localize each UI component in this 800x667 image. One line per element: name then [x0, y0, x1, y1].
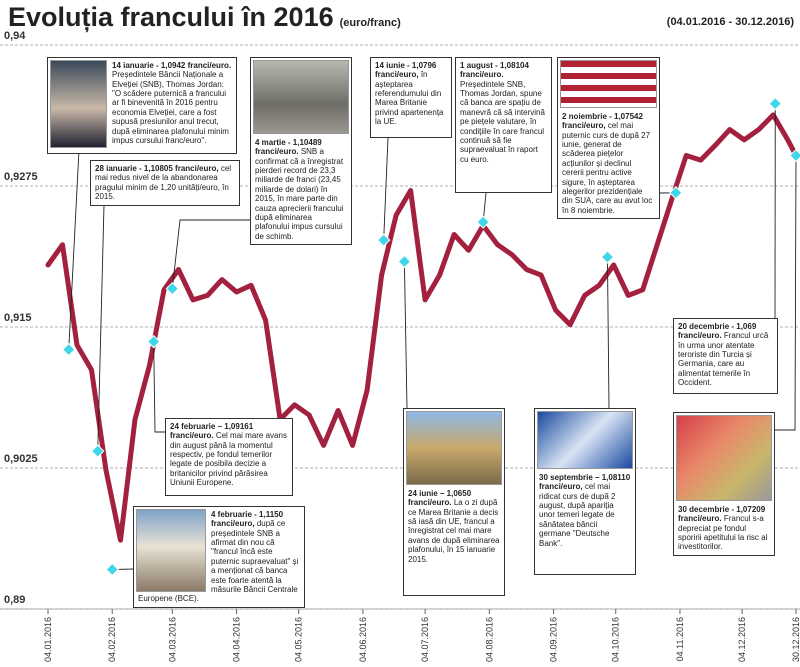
x-tick-label: 04.06.2016: [358, 617, 368, 662]
annotation-box: 30 septembrie – 1,08110 franci/euro, cel…: [534, 408, 636, 575]
annotation-text: SNB a confirmat că a înregistrat pierder…: [255, 147, 344, 241]
leader-line: [68, 149, 80, 350]
annotation-text: cel mai ridicat curs de după 2 august, d…: [539, 482, 616, 548]
leader-line: [482, 192, 487, 223]
annotation-text: cel mai redus nivel de la abandonarea pr…: [95, 164, 232, 202]
annotation-box: 28 ianuarie - 1,10805 franci/euro, cel m…: [90, 160, 240, 206]
annotation-photo: [50, 60, 107, 148]
annotation-heading: 20 decembrie - 1,069 franci/euro.: [678, 322, 757, 341]
annotation-heading: 4 februarie - 1,1150 franci/euro,: [211, 510, 284, 529]
annotation-box: 14 ianuarie - 1,0942 franci/euro. Președ…: [47, 57, 237, 154]
annotation-text: în așteptarea referendumului din Marea B…: [375, 70, 444, 127]
annotation-heading: 30 decembrie - 1,07209 franci/euro.: [678, 505, 766, 524]
annotation-box: 1 august - 1,08104 franci/euro. Președin…: [455, 57, 552, 193]
annotation-heading: 14 ianuarie - 1,0942 franci/euro.: [112, 61, 232, 70]
annotation-text: Cel mai mare avans din august până la mo…: [170, 431, 287, 488]
annotation-box: 30 decembrie - 1,07209 franci/euro. Fran…: [673, 412, 775, 556]
leader-line: [403, 261, 408, 409]
y-tick-label: 0,9275: [4, 171, 38, 183]
annotation-heading: 30 septembrie – 1,08110 franci/euro,: [539, 473, 631, 492]
annotation-heading: 24 iunie – 1,0650 franci/euro.: [408, 489, 472, 508]
x-tick-label: 04.03.2016: [167, 617, 177, 662]
annotation-heading: 24 februarie – 1,09161 franci/euro.: [170, 422, 254, 441]
x-tick-label: 04.11.2016: [675, 617, 685, 661]
annotation-box: 14 iunie - 1,0796 franci/euro, în aștept…: [370, 57, 452, 138]
annotation-photo: [676, 415, 772, 501]
annotation-text: Francul s-a depreciat pe fondul sporirii…: [678, 514, 768, 552]
y-tick-label: 0,9025: [4, 453, 38, 465]
date-range: (04.01.2016 - 30.12.2016): [666, 16, 794, 28]
annotation-text: Președintele SNB, Thomas Jordan, spune c…: [460, 79, 545, 164]
chart-title: Evoluția francului în 2016: [8, 2, 334, 32]
x-tick-label: 04.04.2016: [232, 617, 242, 662]
annotation-box: 4 martie - 1,10489 franci/euro. SNB a co…: [250, 57, 352, 245]
x-tick-label: 04.07.2016: [420, 617, 430, 662]
annotation-photo: [537, 411, 633, 469]
annotation-box: 24 februarie – 1,09161 franci/euro. Cel …: [165, 418, 293, 496]
annotation-text: Președintele Băncii Naționale a Elveției…: [112, 70, 229, 145]
annotation-heading: 28 ianuarie - 1,10805 franci/euro,: [95, 164, 219, 173]
y-tick-label: 0,89: [4, 594, 25, 606]
annotation-text: după ce președintele SNB a afirmat din n…: [138, 519, 299, 604]
leader-line: [606, 257, 610, 409]
annotation-text: La o zi după ce Marea Britanie a decis s…: [408, 498, 500, 564]
x-tick-label: 04.02.2016: [107, 617, 117, 662]
annotation-box: 24 iunie – 1,0650 franci/euro. La o zi d…: [403, 408, 505, 596]
x-tick-label: 04.05.2016: [294, 617, 304, 662]
annotation-text: Francul urcă în urma unor atentate teror…: [678, 331, 769, 388]
annotation-box: 4 februarie - 1,1150 franci/euro, după c…: [133, 506, 305, 608]
annotation-photo: [253, 60, 349, 134]
annotation-heading: 2 noiembrie - 1,07542 franci/euro,: [562, 112, 643, 131]
x-tick-label: 04.09.2016: [549, 617, 559, 662]
x-tick-label: 04.10.2016: [611, 617, 621, 662]
leader-line: [171, 219, 250, 289]
leader-line: [112, 568, 134, 570]
x-tick-label: 04.12.2016: [737, 617, 747, 662]
y-tick-label: 0,94: [4, 30, 26, 42]
annotation-photo: [406, 411, 502, 485]
y-tick-label: 0,915: [4, 312, 32, 324]
x-tick-label: 04.01.2016: [43, 617, 53, 662]
leader-line: [153, 341, 165, 433]
annotation-photo: [560, 60, 657, 108]
annotation-box: 2 noiembrie - 1,07542 franci/euro, cel m…: [557, 57, 660, 219]
annotation-heading: 14 iunie - 1,0796 franci/euro,: [375, 61, 437, 80]
x-tick-label: 30.12.2016: [791, 617, 800, 662]
annotation-heading: 4 martie - 1,10489 franci/euro.: [255, 138, 322, 157]
annotation-text: cel mai puternic curs de după 27 iunie, …: [562, 121, 653, 215]
chart-subtitle: (euro/franc): [339, 17, 401, 29]
x-tick-label: 04.08.2016: [484, 617, 494, 662]
leader-line: [383, 137, 389, 241]
title-row: Evoluția francului în 2016 (euro/franc): [8, 2, 401, 33]
leader-line: [97, 204, 105, 452]
leader-line: [775, 155, 797, 431]
annotation-box: 20 decembrie - 1,069 franci/euro. Francu…: [673, 318, 778, 394]
annotation-heading: 1 august - 1,08104 franci/euro.: [460, 61, 529, 80]
annotation-photo: [136, 509, 206, 592]
